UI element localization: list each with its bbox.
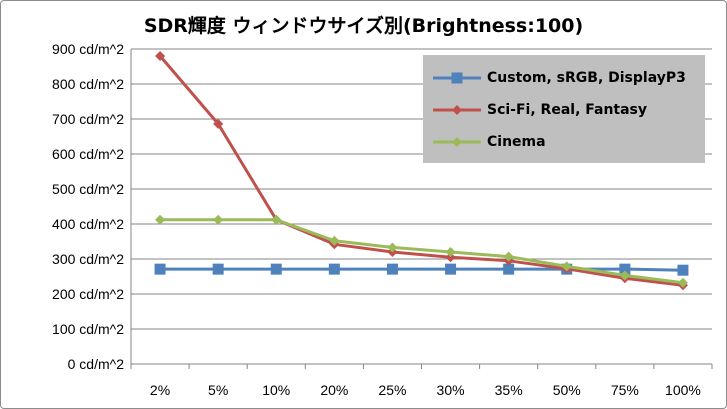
x-tick-label: 5% (208, 382, 228, 398)
y-tick-label: 100 cd/m^2 (52, 321, 124, 337)
data-point (328, 263, 340, 275)
x-tick-label: 10% (262, 382, 290, 398)
series-line-1 (160, 267, 684, 272)
data-point (445, 252, 456, 263)
y-tick-label: 300 cd/m^2 (52, 251, 124, 267)
data-point (561, 261, 572, 272)
data-point (329, 235, 340, 246)
y-tick-label: 200 cd/m^2 (52, 286, 124, 302)
y-tick-label: 0 cd/m^2 (68, 356, 125, 372)
data-point (503, 263, 515, 275)
data-point (503, 251, 514, 262)
data-point (677, 264, 689, 276)
x-tick-label: 50% (553, 382, 581, 398)
legend-marker (433, 105, 481, 115)
data-point (155, 214, 166, 225)
data-point (154, 263, 166, 275)
data-point (212, 263, 224, 275)
series-line-3 (160, 218, 684, 285)
chart-title: SDR輝度 ウィンドウサイズ別(Brightness:100) (143, 15, 584, 37)
data-point (213, 118, 224, 129)
x-tick-label: 75% (611, 382, 639, 398)
y-tick-label: 900 cd/m^2 (52, 41, 124, 57)
y-tick-label: 400 cd/m^2 (52, 216, 124, 232)
legend-item: Sci-Fi, Real, Fantasy (431, 98, 647, 122)
data-point (387, 242, 398, 253)
legend-label: Custom, sRGB, DisplayP3 (487, 70, 686, 86)
x-tick-label: 20% (320, 382, 348, 398)
x-tick-label: 25% (378, 382, 406, 398)
y-tick-label: 500 cd/m^2 (52, 181, 124, 197)
data-point (213, 214, 224, 225)
legend-marker (433, 72, 481, 84)
data-point (619, 263, 631, 275)
legend-marker (433, 137, 481, 147)
y-tick-label: 700 cd/m^2 (52, 111, 124, 127)
data-point (619, 270, 630, 281)
data-point (677, 277, 688, 288)
data-point (270, 263, 282, 275)
legend: Custom, sRGB, DisplayP3 Sci-Fi, Real, Fan… (423, 55, 705, 163)
x-tick-label: 30% (437, 382, 465, 398)
x-tick-label: 2% (150, 382, 170, 398)
data-point (445, 247, 456, 257)
y-tick-label: 600 cd/m^2 (52, 146, 124, 162)
data-point (155, 51, 166, 61)
data-point (386, 263, 398, 275)
x-tick-label: 100% (665, 382, 701, 398)
data-point (271, 214, 282, 225)
series-line-2 (158, 55, 684, 287)
data-point (445, 263, 457, 275)
legend-label: Cinema (487, 134, 546, 150)
legend-item: Cinema (431, 130, 546, 154)
y-tick-label: 800 cd/m^2 (52, 76, 124, 92)
legend-label: Sci-Fi, Real, Fantasy (487, 102, 648, 118)
legend-item: Custom, sRGB, DisplayP3 (431, 66, 686, 90)
x-tick-label: 35% (495, 382, 523, 398)
